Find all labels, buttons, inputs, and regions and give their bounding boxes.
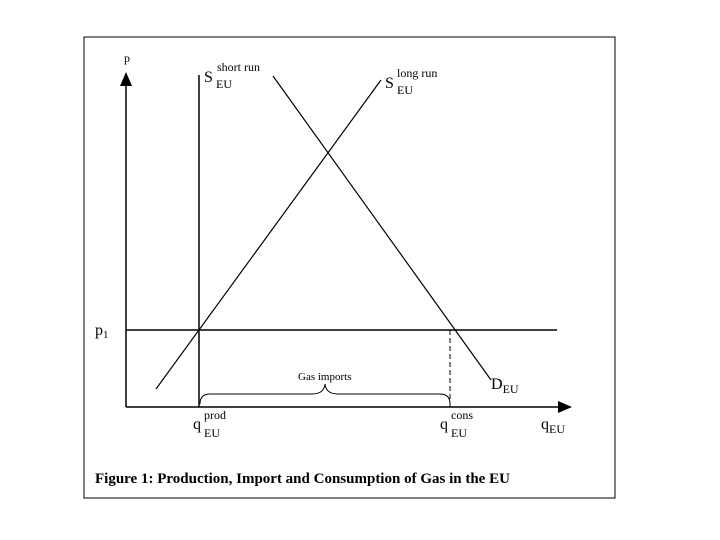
y-axis-arrow [120,72,132,86]
price-level-label: p1 [95,322,109,341]
production-quantity-label: qprod EU [193,408,226,440]
figure-border [83,36,616,499]
gas-imports-label: Gas imports [298,371,351,383]
long-run-supply-line [155,79,382,390]
figure-caption: Figure 1: Production, Import and Consump… [95,471,510,487]
short-run-supply-label: Sshort run EU [204,60,260,91]
long-run-supply-label: Slong run EU [385,66,437,97]
demand-label: DEU [491,376,519,396]
consumption-quantity-label: qcons EU [440,408,473,440]
y-axis-label: p [124,51,130,65]
demand-line [272,75,492,381]
x-axis-label: qEU [541,416,565,436]
x-axis-arrow [558,401,572,413]
gas-imports-brace [199,383,451,405]
